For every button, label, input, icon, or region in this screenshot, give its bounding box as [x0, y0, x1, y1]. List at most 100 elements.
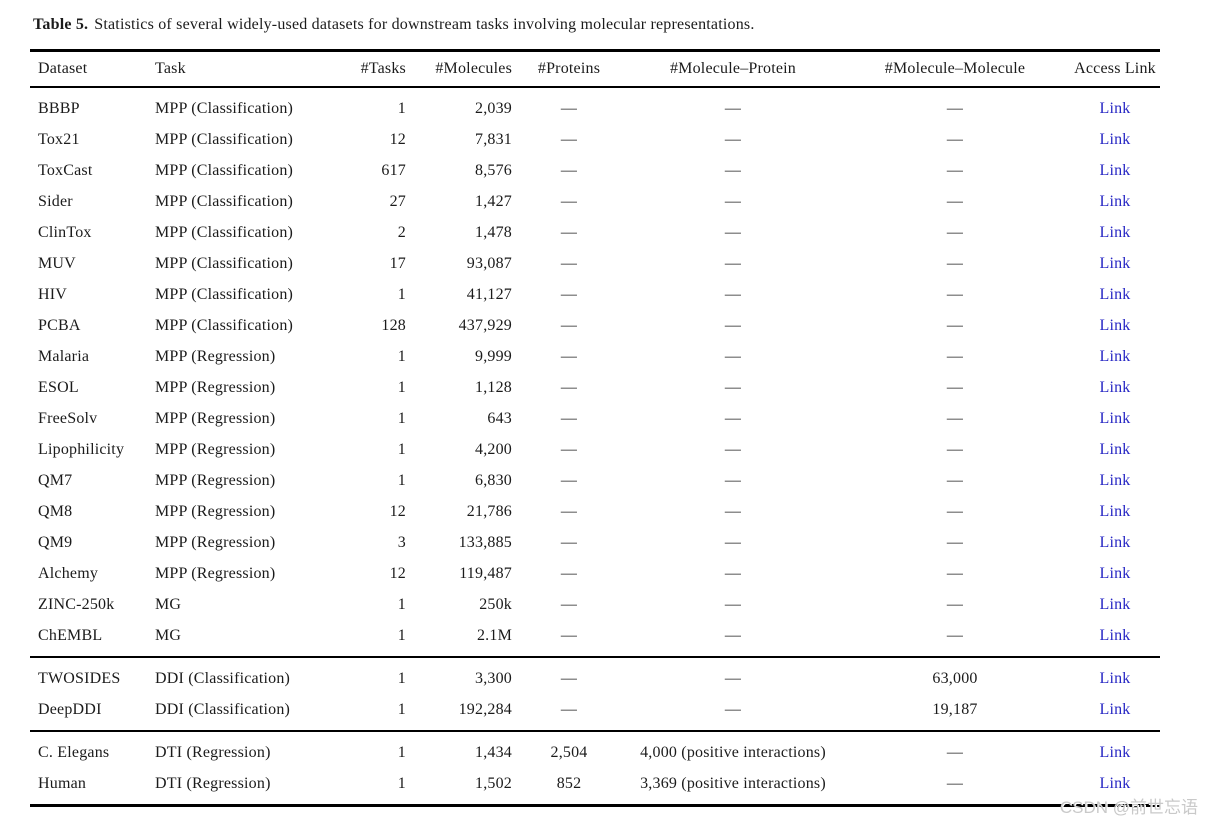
cell-access-link: Link	[1070, 730, 1160, 768]
cell-molecule-protein: —	[724, 254, 742, 272]
table-row: ToxCast MPP (Classification) 617 8,576 — — — Li…	[30, 155, 1160, 186]
cell-access-link: Link	[1070, 124, 1160, 155]
cell-molecule-protein: 4,000 (positive interactions)	[626, 730, 840, 768]
cell-num-proteins: —	[560, 533, 578, 551]
access-link[interactable]: Link	[1099, 130, 1131, 148]
access-link[interactable]: Link	[1099, 223, 1131, 241]
cell-molecule-protein: —	[724, 502, 742, 520]
cell-molecule-molecule: —	[946, 471, 964, 489]
access-link[interactable]: Link	[1099, 626, 1131, 644]
access-link[interactable]: Link	[1099, 409, 1131, 427]
access-link[interactable]: Link	[1099, 285, 1131, 303]
cell-task: MPP (Classification)	[155, 99, 294, 117]
cell-num-proteins: —	[560, 595, 578, 613]
cell-num-tasks: 1	[397, 440, 406, 458]
cell-num-proteins: 2,504	[512, 730, 626, 768]
cell-access-link: Link	[1070, 217, 1160, 248]
access-link[interactable]: Link	[1099, 161, 1131, 179]
column-header-task: Task	[155, 50, 345, 88]
cell-num-molecules: 2,039	[475, 99, 512, 117]
cell-access-link: Link	[1070, 465, 1160, 496]
cell-num-molecules: 250k	[479, 595, 512, 613]
column-header-num-tasks: #Tasks	[345, 50, 406, 88]
cell-molecule-molecule: —	[946, 409, 964, 427]
cell-dataset: DeepDDI	[38, 700, 102, 718]
cell-dataset: ClinTox	[38, 223, 92, 241]
cell-num-molecules: 4,200	[475, 440, 512, 458]
cell-num-proteins: —	[560, 99, 578, 117]
table-row: Human DTI (Regression) 1 1,502 852 3,369 (pos…	[30, 768, 1160, 806]
cell-num-proteins: —	[560, 254, 578, 272]
cell-num-tasks: 1	[397, 774, 406, 792]
cell-task: MPP (Classification)	[155, 285, 294, 303]
cell-task: MPP (Classification)	[155, 161, 294, 179]
cell-num-tasks: 1	[397, 471, 406, 489]
access-link[interactable]: Link	[1099, 192, 1131, 210]
cell-num-tasks: 17	[389, 254, 406, 272]
table-row: Alchemy MPP (Regression) 12 119,487 — — — Link	[30, 558, 1160, 589]
access-link[interactable]: Link	[1099, 502, 1131, 520]
cell-molecule-protein: —	[724, 626, 742, 644]
cell-molecule-protein: —	[724, 161, 742, 179]
cell-molecule-protein: —	[724, 440, 742, 458]
access-link[interactable]: Link	[1099, 99, 1131, 117]
cell-access-link: Link	[1070, 620, 1160, 657]
cell-molecule-molecule: —	[946, 533, 964, 551]
cell-task: MPP (Regression)	[155, 564, 276, 582]
access-link[interactable]: Link	[1099, 564, 1131, 582]
cell-num-proteins: —	[560, 192, 578, 210]
cell-task: DTI (Regression)	[155, 774, 271, 792]
access-link[interactable]: Link	[1099, 700, 1131, 718]
cell-molecule-protein: —	[724, 378, 742, 396]
cell-task: MPP (Regression)	[155, 533, 276, 551]
cell-access-link: Link	[1070, 403, 1160, 434]
cell-task: MPP (Regression)	[155, 378, 276, 396]
cell-task: MPP (Regression)	[155, 347, 276, 365]
cell-dataset: QM7	[38, 471, 73, 489]
cell-molecule-protein: —	[724, 347, 742, 365]
cell-molecule-molecule: —	[946, 316, 964, 334]
cell-num-tasks: 1	[397, 347, 406, 365]
access-link[interactable]: Link	[1099, 378, 1131, 396]
cell-molecule-protein: —	[724, 700, 742, 718]
access-link[interactable]: Link	[1099, 347, 1131, 365]
cell-access-link: Link	[1070, 589, 1160, 620]
header-row: Dataset Task #Tasks #Molecules #Proteins…	[30, 50, 1160, 88]
cell-access-link: Link	[1070, 372, 1160, 403]
cell-num-tasks: 12	[389, 130, 406, 148]
cell-access-link: Link	[1070, 279, 1160, 310]
cell-num-molecules: 93,087	[466, 254, 512, 272]
datasets-table: Dataset Task #Tasks #Molecules #Proteins…	[30, 49, 1160, 807]
access-link[interactable]: Link	[1099, 316, 1131, 334]
cell-molecule-protein: —	[724, 99, 742, 117]
access-link[interactable]: Link	[1099, 743, 1131, 761]
cell-dataset: Tox21	[38, 130, 80, 148]
access-link[interactable]: Link	[1099, 254, 1131, 272]
cell-num-tasks: 2	[397, 223, 406, 241]
table-row: Malaria MPP (Regression) 1 9,999 — — — Link	[30, 341, 1160, 372]
cell-task: DTI (Regression)	[155, 730, 345, 768]
cell-num-molecules: 21,786	[466, 502, 512, 520]
cell-access-link: Link	[1070, 527, 1160, 558]
cell-num-tasks: 27	[389, 192, 406, 210]
cell-molecule-molecule: —	[946, 595, 964, 613]
column-header-molecule-protein: #Molecule–Protein	[626, 50, 840, 88]
cell-molecule-protein: 3,369 (positive interactions)	[640, 774, 826, 792]
cell-num-molecules: 1,128	[475, 378, 512, 396]
table-row: HIV MPP (Classification) 1 41,127 — — — Link	[30, 279, 1160, 310]
access-link[interactable]: Link	[1099, 440, 1131, 458]
table-row: PCBA MPP (Classification) 128 437,929 — — — Lin…	[30, 310, 1160, 341]
cell-num-molecules: 437,929	[458, 316, 512, 334]
cell-access-link: Link	[1070, 496, 1160, 527]
access-link[interactable]: Link	[1099, 595, 1131, 613]
column-header-dataset: Dataset	[30, 50, 155, 88]
cell-dataset: TWOSIDES	[30, 656, 155, 694]
access-link[interactable]: Link	[1099, 533, 1131, 551]
table-row: ESOL MPP (Regression) 1 1,128 — — — Link	[30, 372, 1160, 403]
access-link[interactable]: Link	[1099, 774, 1131, 792]
cell-access-link: Link	[1070, 87, 1160, 124]
cell-task: MPP (Classification)	[155, 192, 294, 210]
access-link[interactable]: Link	[1099, 669, 1131, 687]
access-link[interactable]: Link	[1099, 471, 1131, 489]
cell-task: DDI (Classification)	[155, 656, 345, 694]
